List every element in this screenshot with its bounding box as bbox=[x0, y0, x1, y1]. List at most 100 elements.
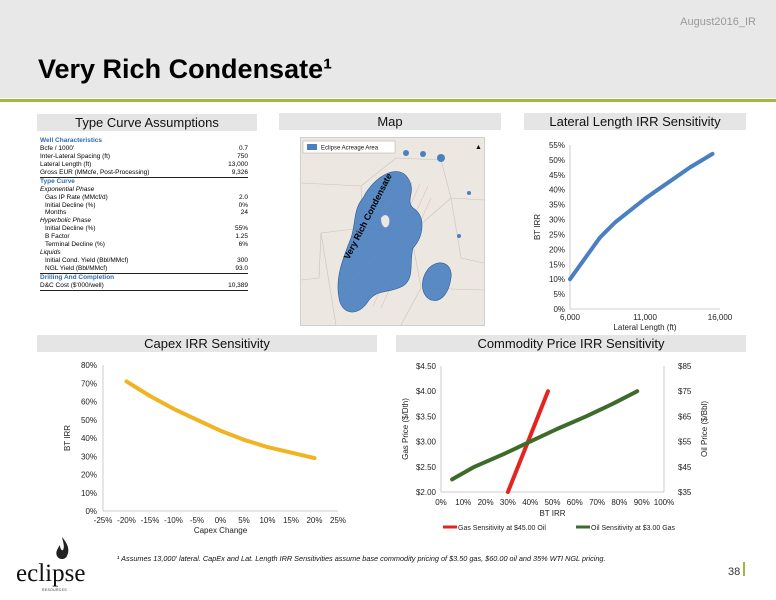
table-row: Inter-Lateral Spacing (ft) 750 bbox=[40, 153, 248, 161]
map-legend-label: Eclipse Acreage Area bbox=[321, 146, 379, 152]
y-tick-label: 45% bbox=[549, 171, 565, 180]
section-header-type-curve: Type Curve Assumptions bbox=[37, 114, 257, 131]
row-value: 13,000 bbox=[228, 160, 248, 168]
section-header-lateral: Lateral Length IRR Sensitivity bbox=[524, 113, 746, 130]
table-row: D&C Cost ($'000/well) 10,389 bbox=[40, 282, 248, 291]
map-graphic: Eclipse Acreage Area Very Rich Condensat… bbox=[301, 138, 484, 325]
y-axis-title: BT IRR bbox=[63, 425, 72, 451]
capex-chart: 0% 10% 20% 30% 40% 50% 60% 70% 80% -25% -20% -15% -1… bbox=[63, 361, 346, 535]
row-label: B Factor bbox=[45, 233, 70, 241]
section-header-capex: Capex IRR Sensitivity bbox=[37, 335, 377, 352]
table-row: Type Curve bbox=[40, 178, 248, 186]
x-tick-label: 100% bbox=[654, 498, 674, 507]
x-tick-label: 10% bbox=[455, 498, 471, 507]
y-tick-label: 5% bbox=[553, 290, 565, 299]
legend-label: Oil Sensitivity at $3.00 Gas bbox=[591, 525, 676, 532]
table-row: Exponential Phase bbox=[40, 186, 248, 194]
x-tick-label: 16,000 bbox=[708, 313, 733, 322]
commodity-chart: $2.00 $2.50 $3.00 $3.50 $4.00 $4.50 $35 $45 $55 $… bbox=[401, 362, 709, 532]
y-axis-right-title: Oil Price ($/Bbl) bbox=[700, 401, 709, 457]
x-tick-label: 25% bbox=[330, 516, 346, 525]
y-axis-title: Gas Price ($/Dth) bbox=[401, 398, 410, 460]
x-tick-label: 20% bbox=[306, 516, 322, 525]
x-tick-label: 70% bbox=[589, 498, 605, 507]
x-tick-label: 0% bbox=[435, 498, 447, 507]
table-row: B Factor 1.25 bbox=[40, 233, 248, 241]
y-tick-label: 10% bbox=[549, 275, 565, 284]
row-label: Gas IP Rate (MMcf/d) bbox=[45, 193, 108, 201]
y-tick-label: $4.00 bbox=[416, 387, 437, 396]
table-row: Bcfe / 1000' 0.7 bbox=[40, 145, 248, 153]
x-tick-label: 20% bbox=[478, 498, 494, 507]
logo-wordmark: eclipse bbox=[16, 560, 86, 587]
y-right-tick-label: $75 bbox=[678, 387, 692, 396]
row-label: D&C Cost ($'000/well) bbox=[40, 281, 104, 289]
series-line bbox=[568, 151, 715, 282]
row-label: Initial Cond. Yield (Bbl/MMcf) bbox=[45, 257, 129, 265]
table-row: Well Characteristics bbox=[40, 137, 248, 145]
table-row: Gross EUR (MMcfe, Post-Processing) 9,326 bbox=[40, 169, 248, 178]
row-label: Liquids bbox=[40, 249, 61, 257]
x-tick-label: 6,000 bbox=[560, 313, 581, 322]
table-row: Drilling And Completion bbox=[40, 274, 248, 282]
y-tick-label: $3.50 bbox=[416, 412, 437, 421]
section-header-commodity: Commodity Price IRR Sensitivity bbox=[396, 335, 746, 352]
row-label: Inter-Lateral Spacing (ft) bbox=[40, 152, 111, 160]
y-tick-label: 50% bbox=[81, 416, 97, 425]
row-label: Type Curve bbox=[40, 177, 75, 185]
row-value: 1.25 bbox=[235, 233, 248, 241]
acreage-area-east bbox=[422, 262, 452, 301]
x-tick-label: 90% bbox=[634, 498, 650, 507]
y-tick-label: 20% bbox=[549, 245, 565, 254]
table-row: Months 24 bbox=[40, 209, 248, 217]
x-tick-label: -5% bbox=[190, 516, 204, 525]
title-divider bbox=[0, 99, 776, 102]
x-tick-label: -20% bbox=[117, 516, 136, 525]
y-tick-label: 60% bbox=[81, 398, 97, 407]
row-value: 55% bbox=[234, 225, 248, 233]
y-right-tick-label: $55 bbox=[678, 438, 692, 447]
y-tick-label: $4.50 bbox=[416, 362, 437, 371]
logo-subtitle: RESOURCES bbox=[42, 588, 67, 592]
y-tick-label: 20% bbox=[81, 471, 97, 480]
row-label: Drilling And Completion bbox=[40, 273, 115, 281]
y-tick-label: 40% bbox=[549, 186, 565, 195]
acreage-map: Eclipse Acreage Area Very Rich Condensat… bbox=[300, 137, 485, 326]
x-tick-label: 30% bbox=[500, 498, 516, 507]
row-value: 300 bbox=[237, 257, 248, 265]
y-tick-label: $3.00 bbox=[416, 438, 437, 447]
table-row: NGL Yield (Bbl/MMcf) 93.0 bbox=[40, 265, 248, 274]
row-label: Months bbox=[45, 209, 67, 217]
row-value: 6% bbox=[238, 241, 248, 249]
row-label: NGL Yield (Bbl/MMcf) bbox=[45, 265, 108, 272]
y-tick-label: $2.00 bbox=[416, 488, 437, 497]
row-value: 750 bbox=[237, 152, 248, 160]
y-tick-label: 35% bbox=[549, 201, 565, 210]
acreage-area-main bbox=[337, 171, 423, 313]
row-label: Gross EUR (MMcfe, Post-Processing) bbox=[40, 168, 150, 176]
table-row: Initial Decline (%) 0% bbox=[40, 202, 248, 210]
y-tick-label: 0% bbox=[85, 507, 97, 516]
y-tick-label: 15% bbox=[549, 260, 565, 269]
series-line bbox=[124, 379, 317, 461]
y-tick-label: 40% bbox=[81, 434, 97, 443]
y-right-tick-label: $45 bbox=[678, 463, 692, 472]
y-axis-title: BT IRR bbox=[533, 214, 542, 240]
row-value: 10,389 bbox=[228, 281, 248, 289]
row-label: Initial Decline (%) bbox=[45, 201, 96, 209]
x-tick-label: -10% bbox=[164, 516, 183, 525]
x-tick-label: -25% bbox=[94, 516, 113, 525]
svg-text:▲: ▲ bbox=[475, 144, 482, 151]
y-tick-label: 0% bbox=[553, 305, 565, 314]
table-row: Gas IP Rate (MMcf/d) 2.0 bbox=[40, 194, 248, 202]
row-label: Initial Decline (%) bbox=[45, 225, 96, 233]
row-label: Hyperbolic Phase bbox=[40, 217, 91, 225]
y-right-tick-label: $35 bbox=[678, 488, 692, 497]
y-tick-label: 25% bbox=[549, 230, 565, 239]
table-row: Liquids bbox=[40, 249, 248, 257]
x-tick-label: 50% bbox=[544, 498, 560, 507]
x-tick-label: 0% bbox=[215, 516, 227, 525]
lateral-length-chart: 0% 5% 10% 15% 20% 25% 30% 35% 40% 45% 50% 55% 6,000 1… bbox=[533, 141, 733, 332]
row-label: Bcfe / 1000' bbox=[40, 144, 75, 152]
x-tick-label: 80% bbox=[611, 498, 627, 507]
